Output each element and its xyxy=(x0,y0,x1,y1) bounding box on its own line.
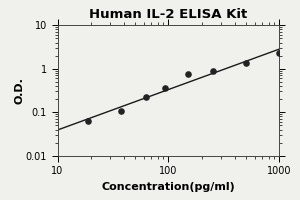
Point xyxy=(85,120,90,123)
X-axis label: Concentration(pg/ml): Concentration(pg/ml) xyxy=(102,182,235,192)
Point xyxy=(277,52,282,55)
Point xyxy=(143,96,148,99)
Point xyxy=(119,110,124,113)
Point xyxy=(186,73,190,76)
Title: Human IL-2 ELISA Kit: Human IL-2 ELISA Kit xyxy=(89,8,247,21)
Point xyxy=(244,61,248,65)
Point xyxy=(163,87,168,90)
Y-axis label: O.D.: O.D. xyxy=(14,77,24,104)
Point xyxy=(210,70,215,73)
